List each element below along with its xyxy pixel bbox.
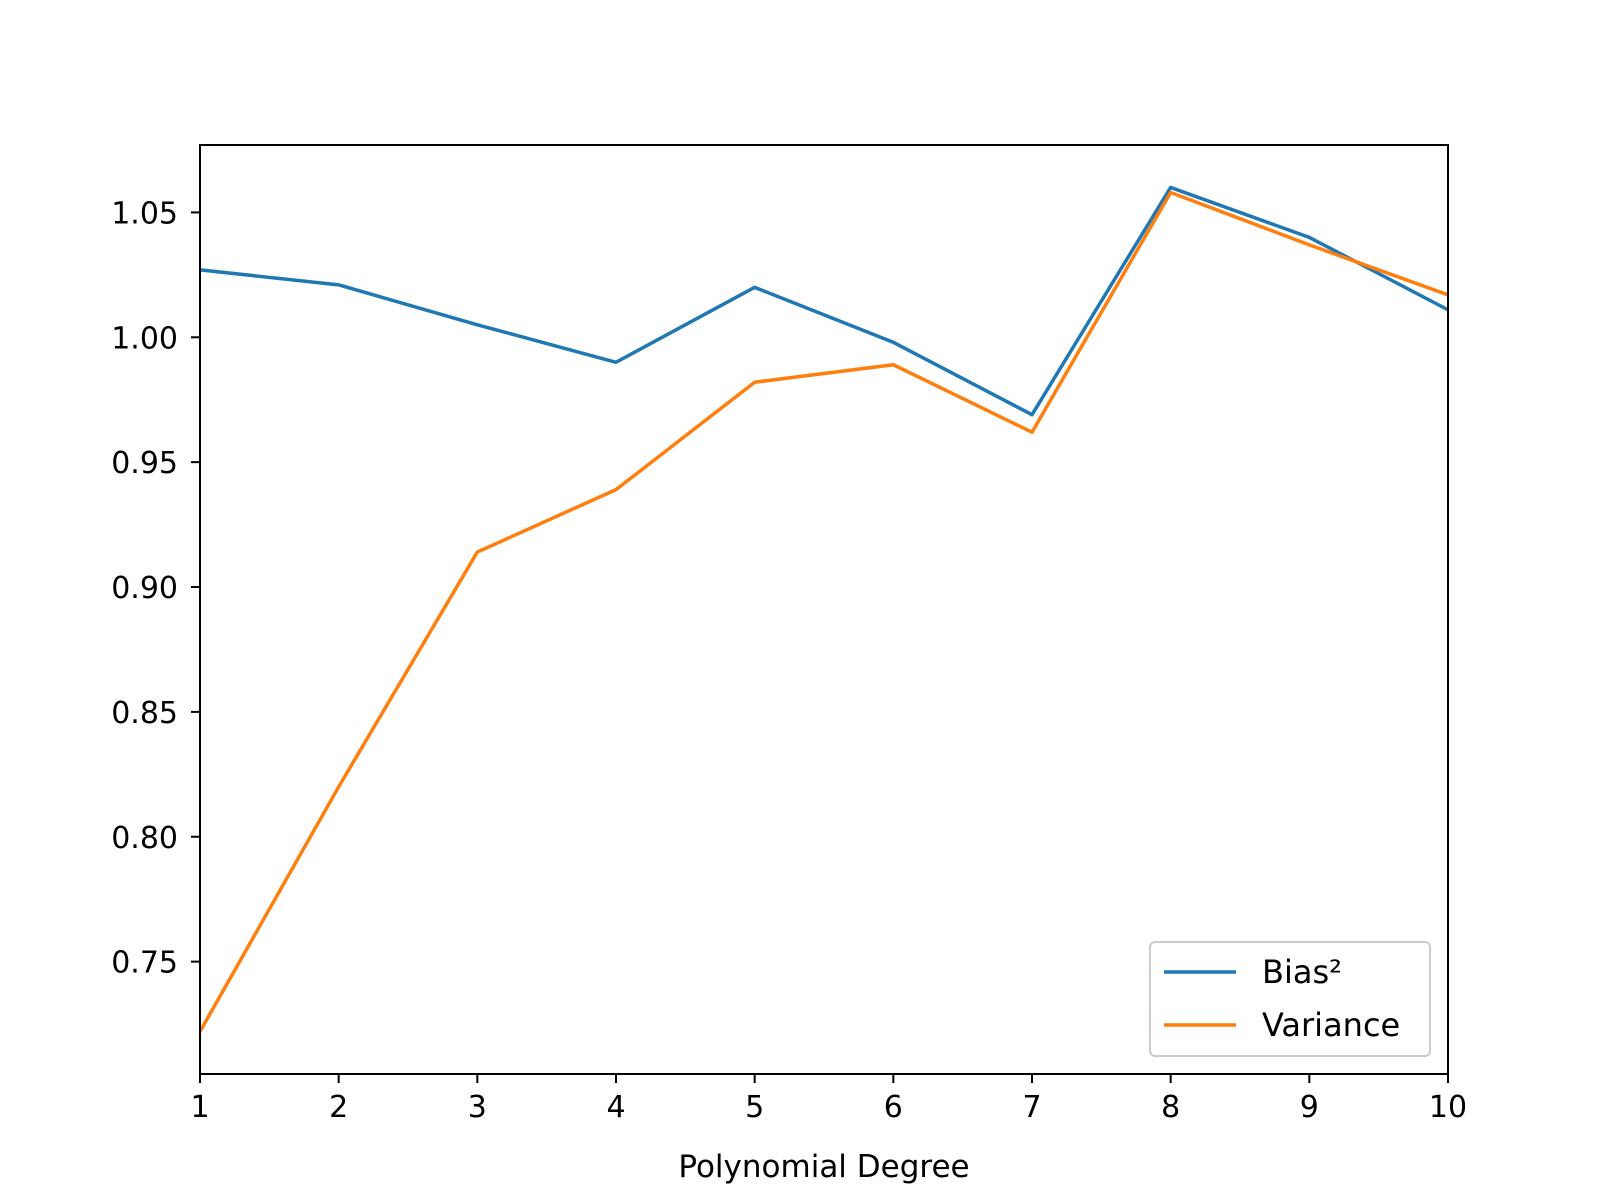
x-tick-label: 4 — [606, 1090, 625, 1125]
legend: Bias² Variance — [1149, 941, 1431, 1057]
y-tick-label: 0.90 — [111, 571, 178, 606]
x-tick-label: 9 — [1300, 1090, 1319, 1125]
series-layer — [200, 185, 1448, 1034]
y-tick-label: 0.80 — [111, 821, 178, 856]
x-tick-label: 3 — [468, 1090, 487, 1125]
y-tick-label: 0.75 — [111, 946, 178, 981]
legend-items: Bias² Variance — [1164, 953, 1400, 1044]
x-axis-label: Polynomial Degree — [678, 1149, 969, 1185]
x-tick-label: 6 — [884, 1090, 903, 1125]
x-axis: 1 2 3 4 5 6 7 8 9 10 — [190, 1074, 1467, 1125]
y-tick-label: 0.95 — [111, 446, 178, 481]
y-tick-label: 1.00 — [111, 321, 178, 356]
x-tick-label: 1 — [190, 1090, 209, 1125]
x-tick-label: 2 — [329, 1090, 348, 1125]
plot-frame — [199, 144, 1449, 1075]
x-tick-label: 10 — [1429, 1090, 1467, 1125]
x-tick-label: 8 — [1161, 1090, 1180, 1125]
series-line-1 — [200, 185, 1448, 417]
series-line-2 — [200, 190, 1448, 1034]
y-tick-label: 1.05 — [111, 196, 178, 231]
legend-label-2: Variance — [1262, 1006, 1400, 1044]
legend-label-1: Bias² — [1262, 953, 1342, 991]
y-axis: 0.75 0.80 0.85 0.90 0.95 1.00 1.05 — [111, 196, 200, 981]
x-tick-label: 7 — [1022, 1090, 1041, 1125]
x-tick-label: 5 — [745, 1090, 764, 1125]
y-tick-label: 0.85 — [111, 696, 178, 731]
